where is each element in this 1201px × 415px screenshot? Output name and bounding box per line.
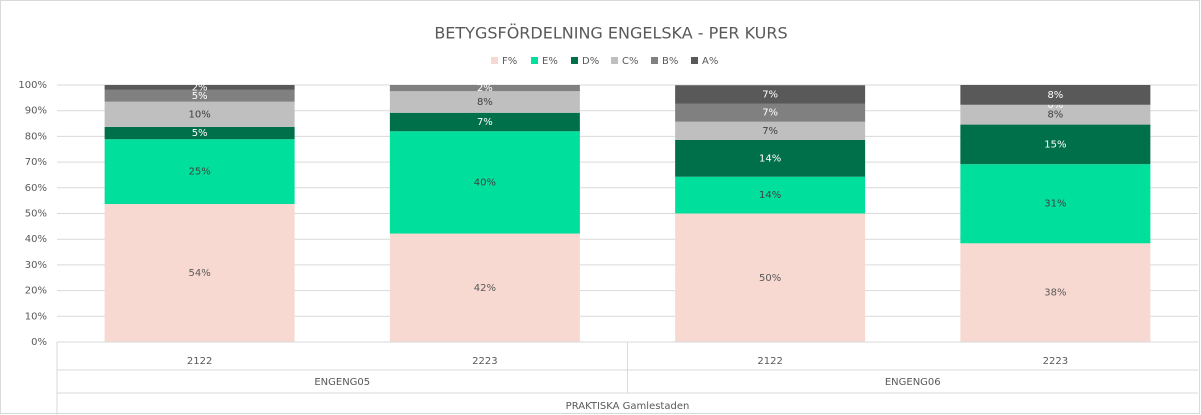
y-tick-label: 40% <box>25 234 47 245</box>
data-label: 7% <box>762 108 778 119</box>
y-tick-label: 20% <box>25 286 47 297</box>
data-label: 42% <box>474 283 496 294</box>
data-label: 40% <box>474 177 496 188</box>
y-tick-label: 100% <box>18 80 47 91</box>
legend-label: E% <box>542 56 558 67</box>
data-label: 25% <box>189 167 211 178</box>
legend-swatch <box>571 57 578 64</box>
legend-label: D% <box>582 56 599 67</box>
bar-segment <box>104 89 295 102</box>
y-tick-label: 0% <box>31 337 47 348</box>
y-tick-label: 70% <box>25 157 47 168</box>
data-label: 15% <box>1044 139 1066 150</box>
data-label: 8% <box>1047 90 1063 101</box>
data-label: 2% <box>477 83 493 94</box>
data-label: 50% <box>759 273 781 284</box>
bar-segment <box>675 139 866 177</box>
bar-segment <box>675 85 866 104</box>
group-label: ENGENG05 <box>314 377 370 388</box>
data-label: 38% <box>1044 288 1066 299</box>
legend-swatch <box>651 57 658 64</box>
x-tick-label: 2223 <box>472 356 497 367</box>
bar-segment <box>675 121 866 140</box>
legend-swatch <box>691 57 698 64</box>
chart-title: BETYGSFÖRDELNING ENGELSKA - PER KURS <box>434 24 787 43</box>
data-label: 7% <box>477 117 493 128</box>
y-tick-label: 80% <box>25 131 47 142</box>
y-tick-label: 30% <box>25 260 47 271</box>
bar-segment <box>960 85 1151 105</box>
bar-segment <box>389 233 580 342</box>
group-label: ENGENG06 <box>885 377 941 388</box>
y-tick-label: 50% <box>25 209 47 220</box>
bar-segment <box>104 101 295 127</box>
bar-segment <box>104 203 295 342</box>
legend-label: C% <box>622 56 638 67</box>
data-label: 14% <box>759 153 781 164</box>
data-label: 10% <box>189 109 211 120</box>
x-tick-label: 2122 <box>187 356 212 367</box>
legend-swatch <box>611 57 618 64</box>
y-tick-label: 10% <box>25 311 47 322</box>
supergroup-label: PRAKTISKA Gamlestaden <box>566 401 690 412</box>
data-label: 54% <box>189 268 211 279</box>
y-tick-label: 60% <box>25 183 47 194</box>
bar-segment <box>389 85 580 92</box>
bar-segment <box>960 124 1151 165</box>
data-label: 7% <box>762 126 778 137</box>
x-tick-label: 2223 <box>1043 356 1068 367</box>
data-label: 8% <box>1047 110 1063 121</box>
bar-segment <box>675 103 866 122</box>
data-label: 7% <box>762 89 778 100</box>
legend-label: F% <box>502 56 517 67</box>
bar-segment <box>675 213 866 342</box>
legend-swatch <box>491 57 498 64</box>
data-label: 0% <box>1047 100 1063 111</box>
legend-label: B% <box>662 56 678 67</box>
data-label: 14% <box>759 190 781 201</box>
bar-segment <box>960 164 1151 244</box>
legend-swatch <box>531 57 538 64</box>
legend-label: A% <box>702 56 718 67</box>
x-tick-label: 2122 <box>757 356 782 367</box>
data-label: 8% <box>477 97 493 108</box>
bar-segment <box>389 112 580 132</box>
bar-segment <box>104 85 295 90</box>
bar-segment <box>960 104 1151 125</box>
bar-segment <box>960 243 1151 342</box>
bar-segment <box>389 91 580 113</box>
data-label: 2% <box>192 82 208 93</box>
bar-segment <box>104 126 295 140</box>
y-tick-label: 90% <box>25 106 47 117</box>
data-label: 31% <box>1044 199 1066 210</box>
bar-segment <box>104 139 295 204</box>
bar-segment <box>389 131 580 234</box>
bar-segment <box>675 176 866 214</box>
data-label: 5% <box>192 91 208 102</box>
data-label: 5% <box>192 128 208 139</box>
